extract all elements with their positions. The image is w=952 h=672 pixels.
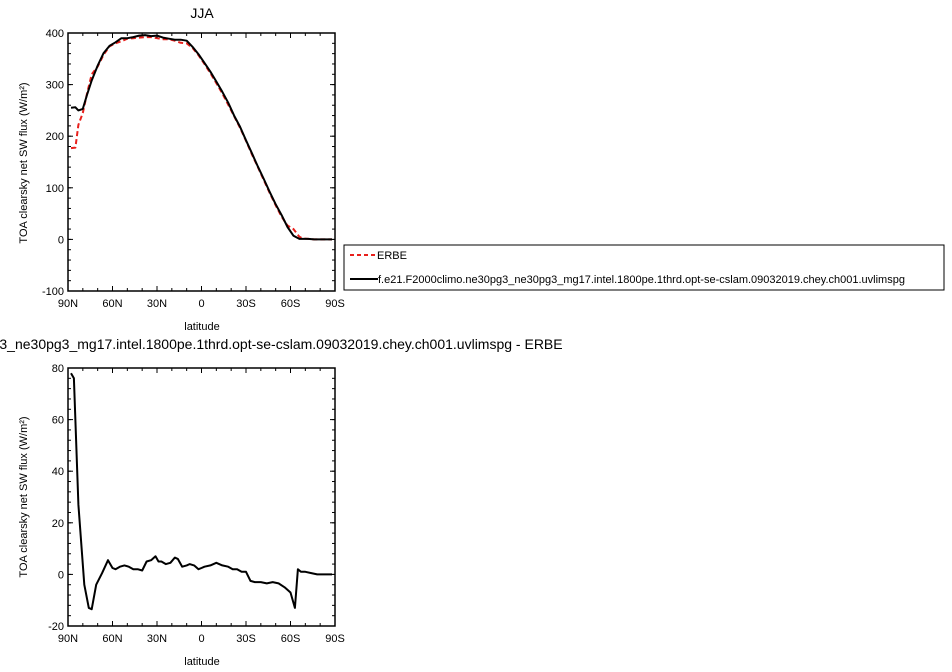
y-axis-label-bottom: TOA clearsky net SW flux (W/m²) [18,416,30,577]
y-tick-label-bottom-1: 60 [52,415,64,427]
x-tick-label-bottom-1: 60N [102,633,122,645]
x-tick-label-top-2: 30N [147,298,167,310]
y-tick-label-bottom-3: 20 [52,518,64,530]
y-tick-label-top-4: 0 [58,234,64,246]
legend-label-erbe: ERBE [377,250,407,262]
x-tick-label-top-0: 90N [58,298,78,310]
x-tick-label-bottom-2: 30N [147,633,167,645]
panel-bottom: f.e21.F2000climo.ne30pg3_ne30pg3_mg17.in… [0,336,563,668]
series-line-top-1 [70,34,332,241]
x-axis-label-bottom: latitude [184,656,219,668]
x-axis-label-top: latitude [184,321,219,333]
x-tick-label-top-4: 30S [236,298,256,310]
x-tick-label-bottom-6: 90S [325,633,345,645]
legend: ERBE f.e21.F2000climo.ne30pg3_ne30pg3_mg… [343,244,945,291]
x-tick-label-top-3: 0 [198,298,204,310]
y-tick-label-top-0: 400 [46,28,64,40]
y-tick-label-bottom-0: 80 [52,363,64,375]
y-axis-label-top: TOA clearsky net SW flux (W/m²) [18,82,30,243]
x-tick-label-bottom-5: 60S [281,633,301,645]
series-line-top-0 [70,36,332,241]
legend-box [343,244,945,291]
legend-label-model: f.e21.F2000climo.ne30pg3_ne30pg3_mg17.in… [378,274,905,286]
x-tick-label-bottom-3: 0 [198,633,204,645]
y-tick-label-top-5: -100 [42,286,64,298]
y-tick-label-top-2: 200 [46,131,64,143]
plot-frame-bottom [67,367,336,627]
y-tick-label-top-1: 300 [46,80,64,92]
x-tick-label-top-5: 60S [281,298,301,310]
y-tick-label-bottom-2: 40 [52,466,64,478]
x-tick-label-bottom-4: 30S [236,633,256,645]
x-tick-label-top-6: 90S [325,298,345,310]
x-tick-label-top-1: 60N [102,298,122,310]
series-line-bottom-0 [70,372,332,611]
y-tick-label-bottom-5: -20 [48,621,64,633]
chart-title-top: JJA [190,5,214,21]
plot-frame-top [67,32,336,292]
panel-top: JJA TOA clearsky net SW flux (W/m²) lati… [18,5,945,333]
y-tick-label-top-3: 100 [46,183,64,195]
x-tick-label-bottom-0: 90N [58,633,78,645]
chart-title-bottom: f.e21.F2000climo.ne30pg3_ne30pg3_mg17.in… [0,336,563,352]
y-tick-label-bottom-4: 0 [58,569,64,581]
